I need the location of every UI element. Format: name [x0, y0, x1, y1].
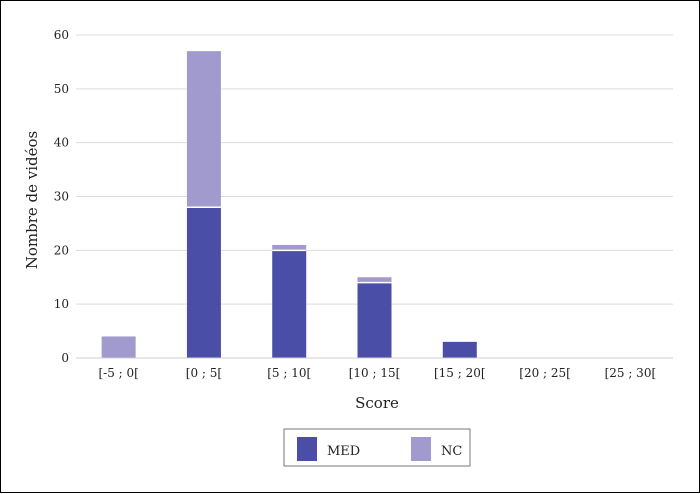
y-tick-label: 10 — [54, 297, 69, 311]
y-tick-label: 40 — [54, 136, 69, 150]
legend-swatch-nc — [411, 437, 431, 461]
y-tick-label: 20 — [54, 243, 69, 257]
bar-nc-0 — [101, 336, 136, 358]
x-tick-label: [25 ; 30[ — [605, 366, 657, 380]
bars — [101, 51, 477, 358]
bar-med-3 — [357, 282, 392, 358]
legend-label-med: MED — [327, 444, 360, 459]
bar-nc-2 — [272, 244, 307, 251]
y-tick-labels: 0 10 20 30 40 50 60 — [54, 28, 69, 365]
x-tick-label: [5 ; 10[ — [267, 366, 311, 380]
legend-swatch-med — [297, 437, 317, 461]
y-tick-label: 30 — [54, 190, 69, 204]
y-tick-label: 60 — [54, 28, 69, 42]
x-tick-label: [15 ; 20[ — [434, 366, 486, 380]
x-tick-label: [20 ; 25[ — [519, 366, 571, 380]
legend: MED NC — [283, 428, 471, 467]
x-tick-label: [0 ; 5[ — [186, 366, 222, 380]
y-axis-title: Nombre de vidéos — [23, 131, 41, 270]
bar-med-4 — [442, 341, 477, 358]
bar-med-2 — [272, 250, 307, 358]
x-tick-label: [10 ; 15[ — [349, 366, 401, 380]
legend-label-nc: NC — [441, 444, 462, 459]
bar-nc-3 — [357, 277, 392, 283]
grid-lines — [76, 34, 673, 305]
y-tick-label: 50 — [54, 82, 69, 96]
bar-med-1 — [186, 207, 221, 358]
bar-nc-1 — [186, 51, 221, 208]
x-tick-label: [-5 ; 0[ — [98, 366, 138, 380]
legend-box — [283, 428, 471, 467]
x-tick-labels: [-5 ; 0[ [0 ; 5[ [5 ; 10[ [10 ; 15[ [15 ; 20… — [98, 366, 656, 380]
y-tick-label: 0 — [61, 351, 69, 365]
x-axis-title: Score — [355, 394, 399, 412]
